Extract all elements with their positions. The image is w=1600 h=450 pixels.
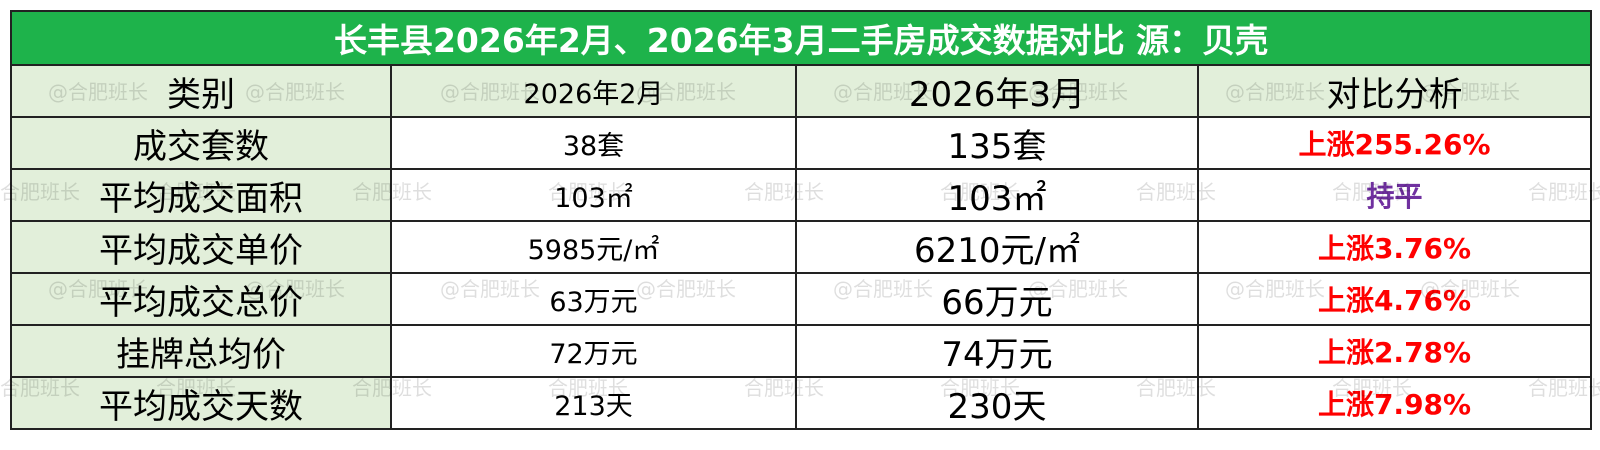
cell: 持平 xyxy=(1196,168,1593,222)
row-label: 平均成交单价 xyxy=(10,220,392,274)
cell: 72万元 xyxy=(390,324,797,378)
cell: 103㎡ xyxy=(795,168,1199,222)
cell: 上涨3.76% xyxy=(1196,220,1593,274)
column-header: 2026年2月 xyxy=(390,64,797,118)
row-label: 成交套数 xyxy=(10,116,392,170)
table-row: 成交套数 38套 135套 上涨255.26% xyxy=(10,116,1593,170)
cell: 上涨255.26% xyxy=(1196,116,1593,170)
cell: 213天 xyxy=(390,376,797,430)
row-label: 平均成交总价 xyxy=(10,272,392,326)
column-header: 2026年3月 xyxy=(795,64,1199,118)
cell: 66万元 xyxy=(795,272,1199,326)
cell: 6210元/㎡ xyxy=(795,220,1199,274)
column-header: 类别 xyxy=(10,64,392,118)
cell: 135套 xyxy=(795,116,1199,170)
cell: 103㎡ xyxy=(390,168,797,222)
comparison-table: 长丰县2026年2月、2026年3月二手房成交数据对比 源：贝壳 类别 2026年… xyxy=(9,10,1593,430)
table-row: 平均成交面积 103㎡ 103㎡ 持平 xyxy=(10,168,1593,222)
table-title: 长丰县2026年2月、2026年3月二手房成交数据对比 源：贝壳 xyxy=(9,10,1593,66)
row-label: 平均成交面积 xyxy=(10,168,392,222)
cell: 上涨2.78% xyxy=(1196,324,1593,378)
column-header: 对比分析 xyxy=(1196,64,1593,118)
row-label: 挂牌总均价 xyxy=(10,324,392,378)
table-row: 平均成交单价 5985元/㎡ 6210元/㎡ 上涨3.76% xyxy=(10,220,1593,274)
cell: 上涨4.76% xyxy=(1196,272,1593,326)
row-label: 平均成交天数 xyxy=(10,376,392,430)
cell: 63万元 xyxy=(390,272,797,326)
table-row: 平均成交天数 213天 230天 上涨7.98% xyxy=(10,376,1593,430)
cell: 上涨7.98% xyxy=(1196,376,1593,430)
table-row: 平均成交总价 63万元 66万元 上涨4.76% xyxy=(10,272,1593,326)
table-row: 挂牌总均价 72万元 74万元 上涨2.78% xyxy=(10,324,1593,378)
cell: 38套 xyxy=(390,116,797,170)
header-row: 类别 2026年2月 2026年3月 对比分析 xyxy=(10,64,1593,118)
cell: 230天 xyxy=(795,376,1199,430)
cell: 74万元 xyxy=(795,324,1199,378)
cell: 5985元/㎡ xyxy=(390,220,797,274)
